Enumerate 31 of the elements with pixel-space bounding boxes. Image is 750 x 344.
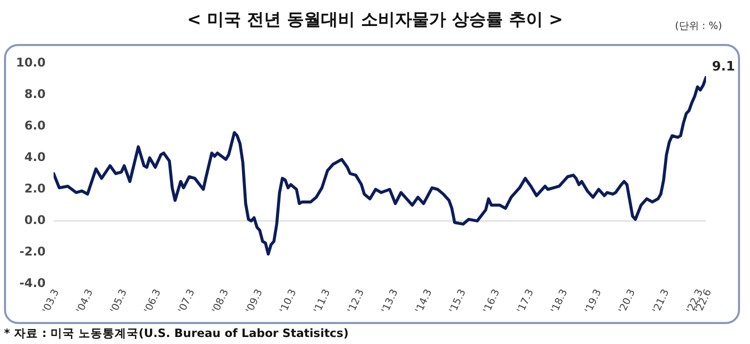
y-tick-label: 0.0 (24, 213, 46, 228)
x-tick-label: '17.3 (516, 288, 536, 316)
x-tick-label: '07.3 (176, 288, 198, 316)
x-tick-label: '20.3 (617, 288, 638, 316)
x-tick-label: '21.3 (651, 288, 672, 316)
x-tick-label: '10.3 (278, 288, 299, 316)
chart-title: < 미국 전년 동월대비 소비자물가 상승률 추이 > (187, 10, 563, 30)
x-tick-label: '16.3 (482, 288, 502, 316)
x-tick-label: '08.3 (210, 288, 232, 316)
x-tick-label: '15.3 (448, 288, 468, 316)
x-tick-label: '03.3 (41, 288, 62, 316)
annotation: 9.1 (712, 59, 736, 74)
x-tick-label: '11.3 (312, 288, 333, 316)
y-tick-label: -4.0 (19, 276, 46, 290)
x-tick-label: '05.3 (108, 288, 130, 316)
x-tick-label: '04.3 (75, 288, 96, 316)
text: (단위 : %) (674, 20, 722, 33)
y-tick-label: 10.0 (16, 55, 46, 70)
x-tick-label: '06.3 (142, 288, 164, 316)
x-tick-label: '12.3 (346, 288, 367, 316)
x-tick-label: '13.3 (380, 288, 401, 316)
y-tick-label: -2.0 (19, 244, 46, 259)
x-tick-label: '09.3 (244, 288, 266, 316)
y-tick-label: 2.0 (24, 181, 46, 196)
text: * 자료 : 미국 노동통계국(U.S. Bureau of Labor Statisitcs) (4, 326, 349, 341)
y-tick-label: 6.0 (24, 118, 46, 132)
x-tick-label: '14.3 (414, 288, 434, 316)
x-tick-label: '18.3 (549, 288, 570, 316)
x-tick-label: '19.3 (583, 288, 604, 316)
y-tick-label: 4.0 (24, 150, 46, 164)
y-tick-label: 8.0 (24, 86, 46, 101)
